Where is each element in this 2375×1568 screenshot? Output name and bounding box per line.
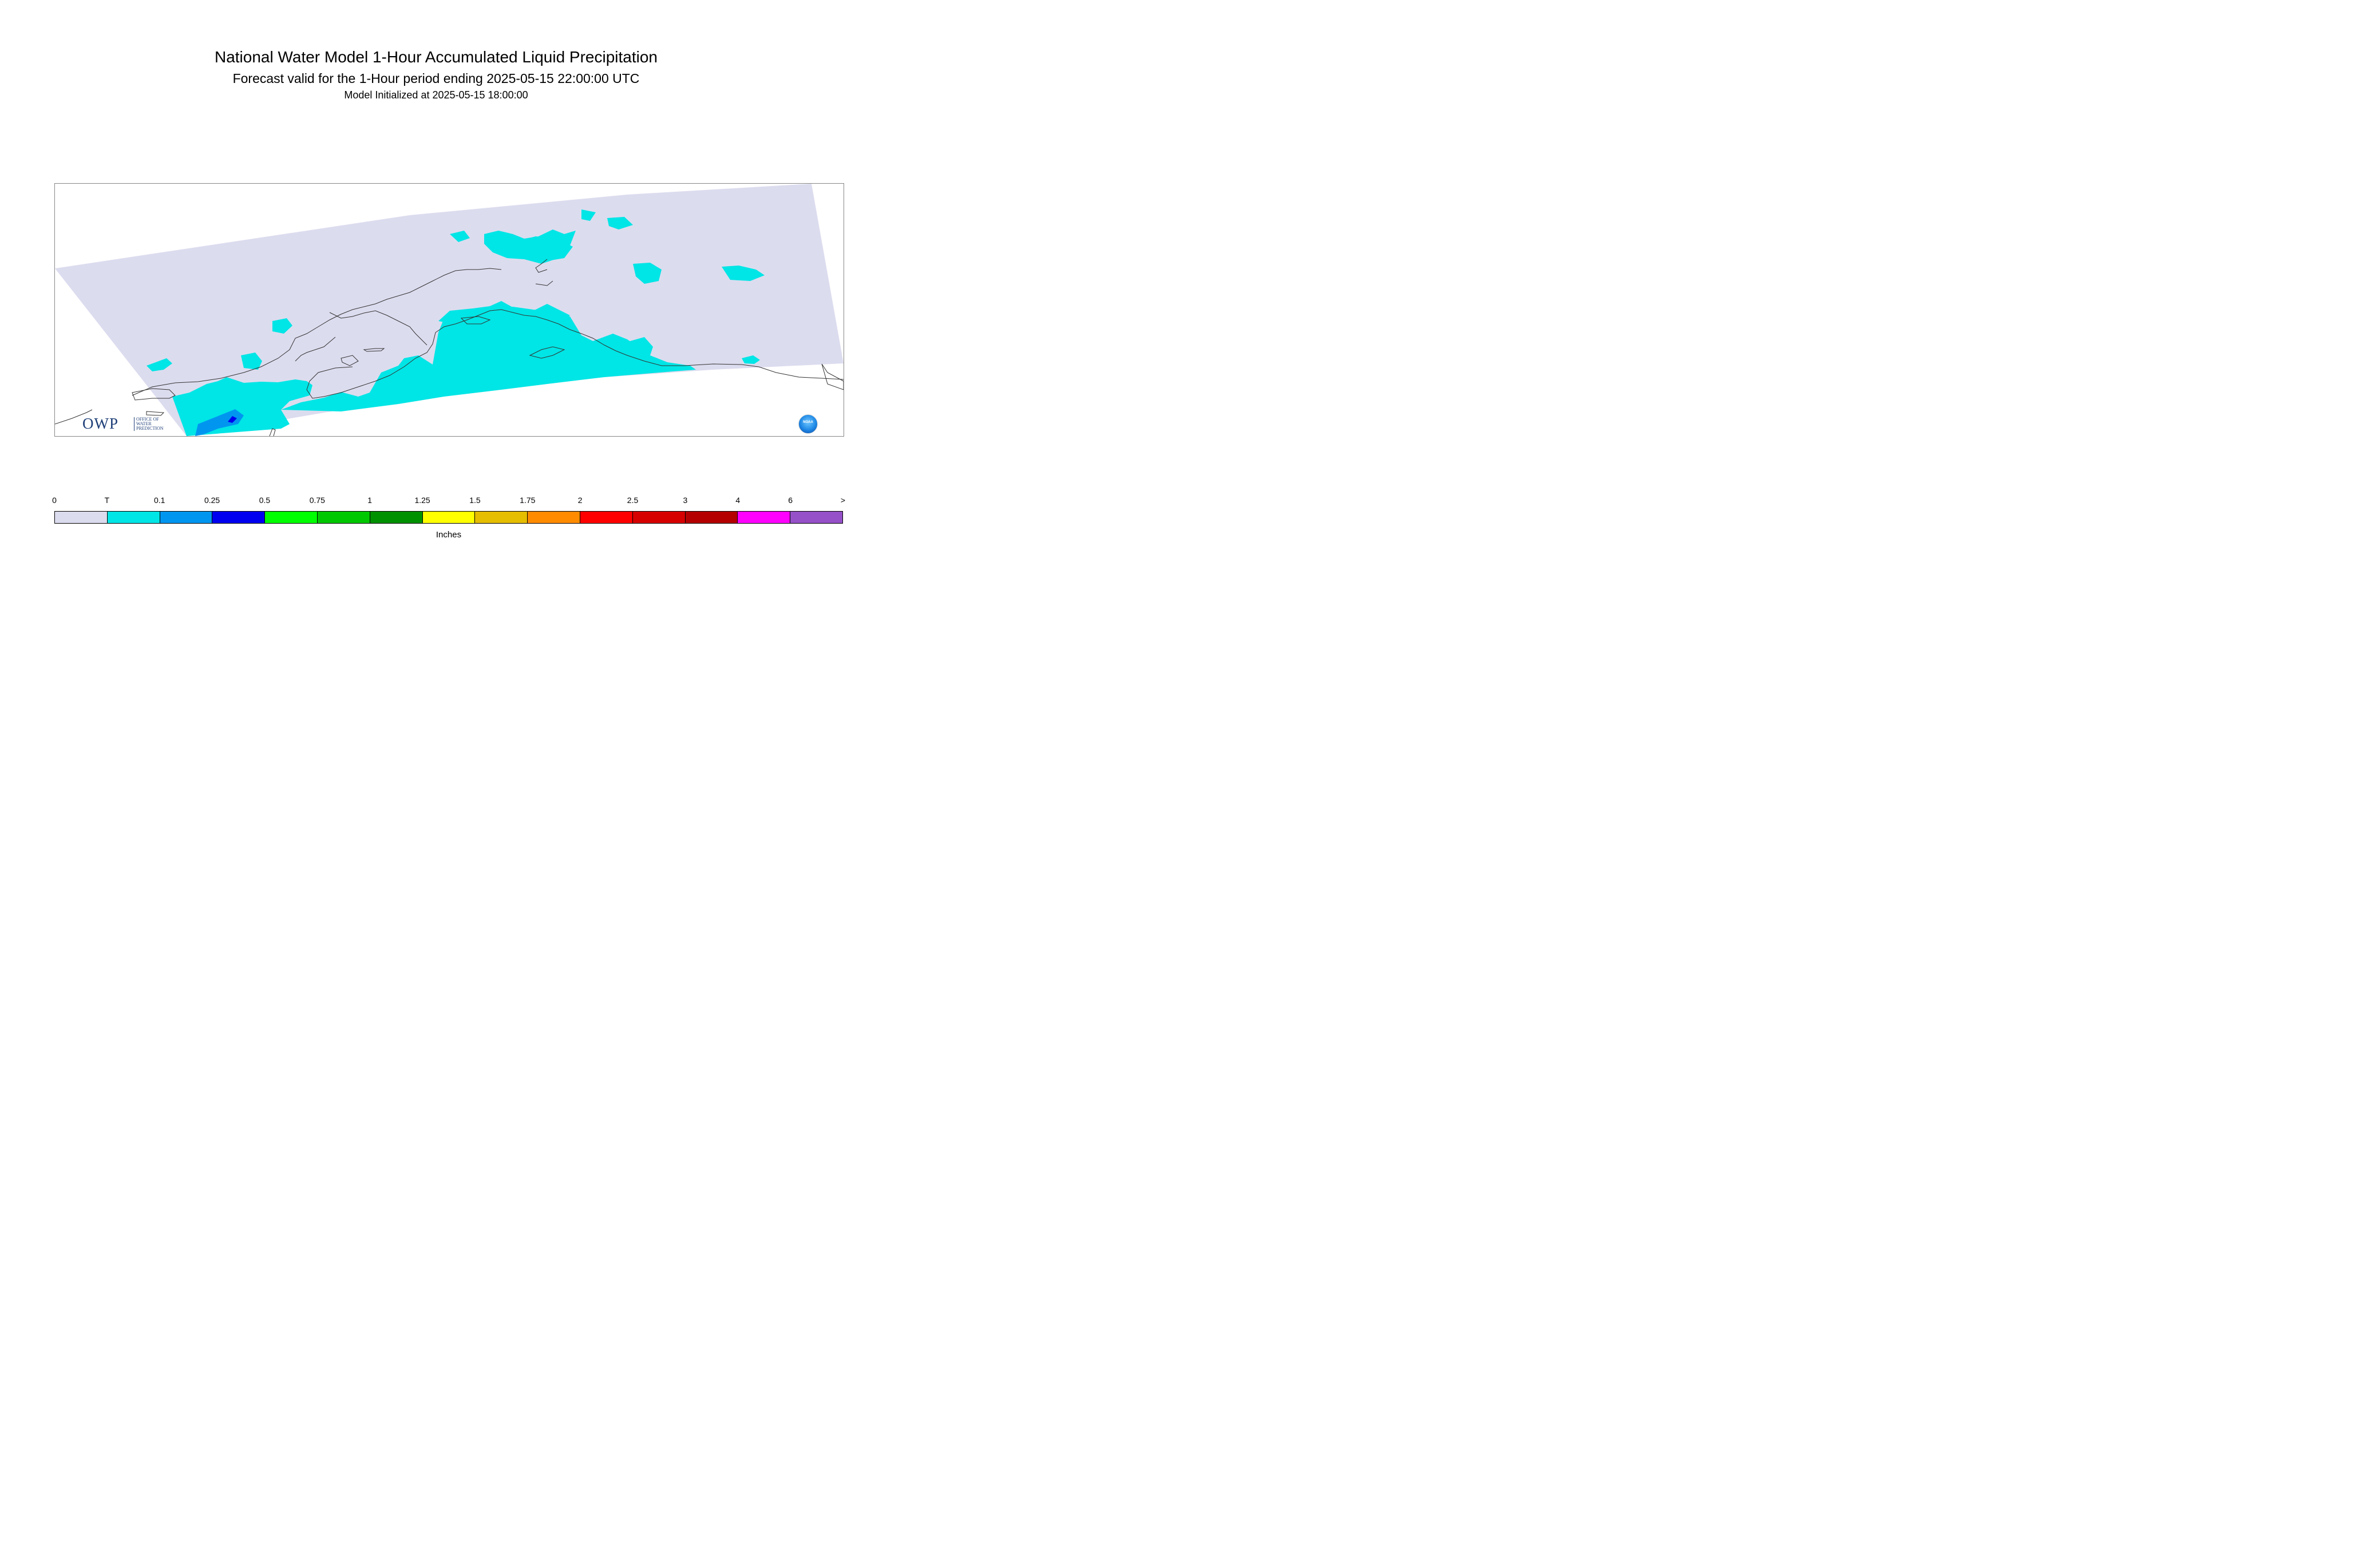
coastline-north	[329, 259, 553, 346]
legend-swatch	[212, 512, 266, 523]
precip-area-upper-coast	[438, 301, 570, 328]
map-canvas	[55, 184, 844, 436]
precip-trace-areas	[147, 209, 765, 436]
model-init-line: Model Initialized at 2025-05-15 18:00:00	[344, 89, 528, 101]
legend-label: 1	[367, 496, 373, 505]
chart-subtitle: Forecast valid for the 1-Hour period end…	[232, 71, 640, 86]
precip-area-heavy	[228, 416, 237, 423]
noaa-logo-text: NOAA	[803, 421, 813, 424]
precip-area-mid	[241, 353, 262, 370]
legend-swatch	[528, 512, 580, 523]
legend-swatch	[685, 512, 738, 523]
owp-logo-subtext: OFFICE OF WATER PREDICTION	[134, 417, 164, 431]
legend-label: 0.25	[204, 496, 220, 505]
legend-swatch	[580, 512, 633, 523]
precip-area-far-east	[742, 355, 760, 364]
legend-label: 4	[735, 496, 741, 505]
precip-area-north6	[722, 266, 765, 281]
legend-label: 1.5	[469, 496, 481, 505]
legend-label: 2	[577, 496, 583, 505]
coastline-lower	[55, 388, 276, 436]
legend-label: 0.1	[153, 496, 165, 505]
precip-light-areas	[195, 409, 244, 436]
owp-logo-line-2: WATER	[136, 421, 152, 426]
legend-labels: 0 T 0.1 0.25 0.5 0.75 1 1.25 1.5 1.75 2 2.5 3 4 6 >	[0, 496, 890, 507]
precip-area-north3	[633, 263, 662, 284]
legend-swatch	[475, 512, 528, 523]
legend-colorbar	[54, 511, 843, 524]
noaa-logo: NOAA	[798, 414, 818, 434]
legend-label: 1.75	[520, 496, 536, 505]
precip-area-light	[195, 409, 244, 436]
owp-logo-line-1: OFFICE OF	[136, 417, 159, 422]
legend-swatch	[265, 512, 318, 523]
precip-area-left	[147, 358, 172, 371]
legend-label: >	[840, 496, 846, 505]
legend-swatch	[317, 512, 370, 523]
legend-swatch	[55, 512, 108, 523]
coastline-islands	[341, 316, 844, 390]
legend-label: 0.75	[309, 496, 325, 505]
legend-swatch	[107, 512, 160, 523]
coastline-mainland	[132, 268, 844, 399]
legend-label: 3	[683, 496, 688, 505]
legend-label: 6	[788, 496, 793, 505]
owp-logo-text: OWP	[82, 415, 118, 432]
precip-area-north8	[607, 217, 633, 229]
precip-area-north7	[272, 318, 292, 334]
precip-heavy-areas	[228, 416, 237, 423]
precipitation-map: OWP OFFICE OF WATER PREDICTION NOAA	[54, 183, 844, 437]
legend-swatch	[632, 512, 686, 523]
legend-label: T	[104, 496, 110, 505]
precip-area-north4	[581, 209, 596, 221]
legend-label: 2.5	[627, 496, 639, 505]
chart-title: National Water Model 1-Hour Accumulated …	[214, 48, 658, 66]
legend-swatch	[790, 512, 842, 523]
legend-label: 1.25	[414, 496, 430, 505]
owp-logo-line-3: PREDICTION	[136, 426, 164, 431]
legend-swatch	[370, 512, 423, 523]
precip-area-east	[604, 337, 653, 355]
legend-units: Inches	[436, 530, 462, 540]
precip-area-north5	[450, 231, 470, 242]
coastlines	[55, 259, 844, 436]
legend-label: 0.5	[259, 496, 271, 505]
legend-label: 0	[52, 496, 57, 505]
precip-area-north2	[518, 236, 573, 261]
precip-area-peninsula	[281, 307, 696, 411]
legend-swatch	[160, 512, 213, 523]
legend-swatch	[422, 512, 476, 523]
legend-swatch	[738, 512, 791, 523]
